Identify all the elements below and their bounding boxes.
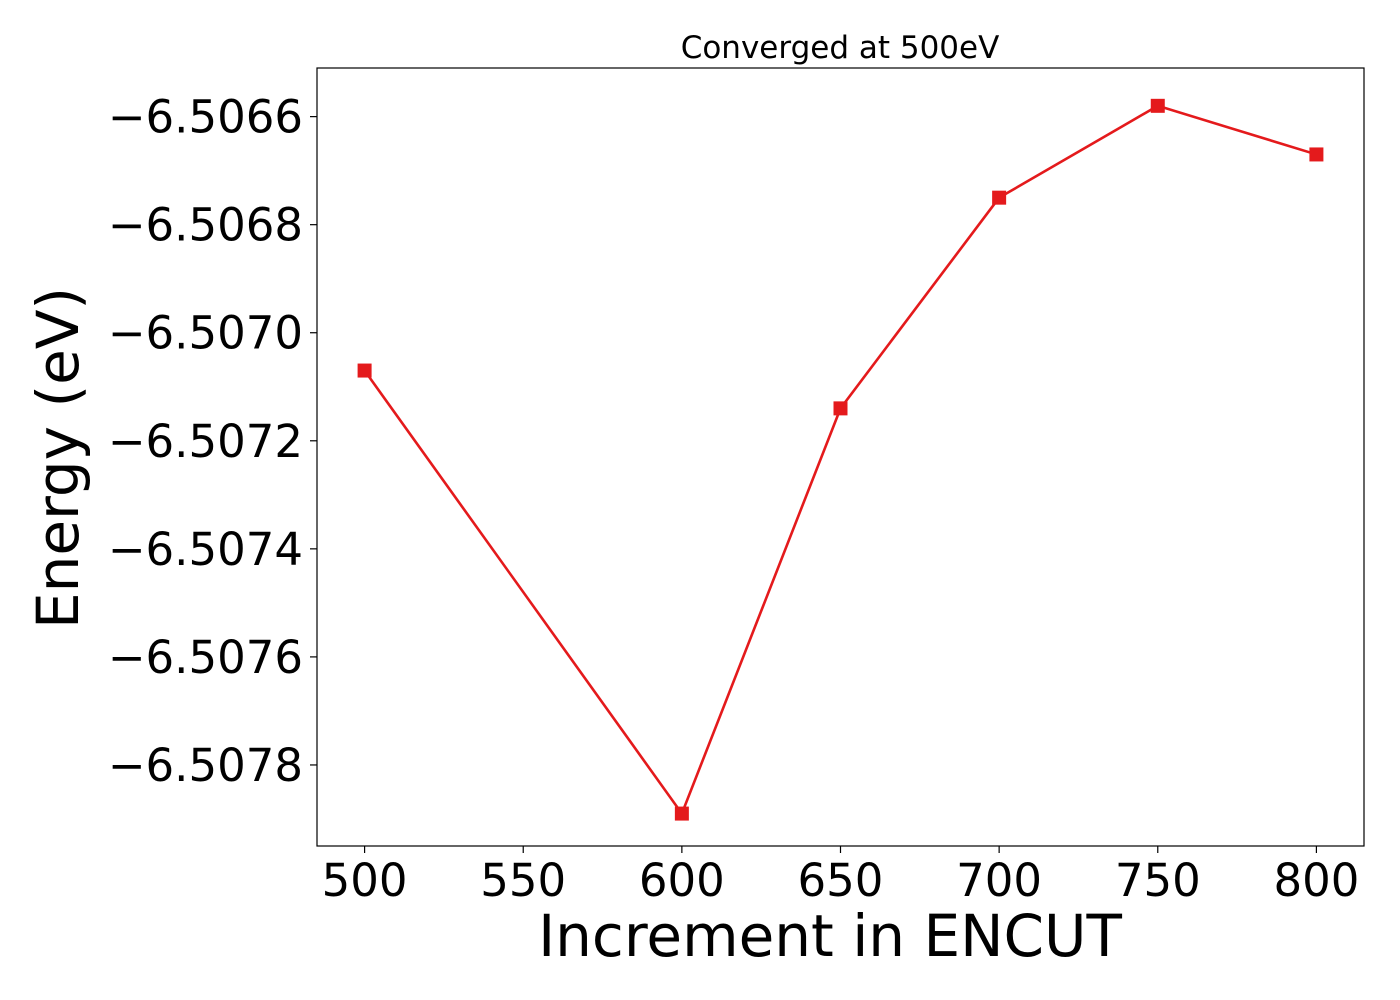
x-tick-label: 700	[956, 854, 1042, 907]
data-point	[992, 190, 1007, 205]
plot-area	[316, 67, 1365, 847]
x-tick-label: 600	[639, 854, 725, 907]
y-axis: −6.5078 −6.5076 −6.5074 −6.5072 −6.5070 −6.50…	[108, 91, 317, 792]
chart-title: Converged at 500eV	[681, 30, 1000, 66]
y-tick-label: −6.5066	[108, 91, 303, 144]
x-tick-label: 800	[1273, 854, 1359, 907]
series-line	[363, 104, 1317, 817]
y-tick-label: −6.5076	[108, 631, 303, 684]
x-tick-label: 750	[1115, 854, 1201, 907]
y-tick-label: −6.5068	[108, 199, 303, 252]
x-tick-label: 650	[798, 854, 884, 907]
x-axis: 500 550 600 650 700 750 800	[322, 846, 1359, 907]
y-tick-label: −6.5074	[108, 523, 303, 576]
y-axis-label: Energy (eV)	[24, 287, 92, 629]
data-point	[674, 806, 689, 821]
y-tick-label: −6.5070	[108, 307, 303, 360]
series-group	[357, 98, 1324, 821]
data-point	[357, 363, 372, 378]
y-tick-label: −6.5078	[108, 739, 303, 792]
x-tick-label: 550	[480, 854, 566, 907]
x-axis-label: Increment in ENCUT	[538, 902, 1122, 970]
data-point	[1150, 98, 1165, 113]
x-tick-label: 500	[322, 854, 408, 907]
data-point	[1309, 147, 1324, 162]
y-tick-label: −6.5072	[108, 415, 303, 468]
data-point	[833, 401, 848, 416]
